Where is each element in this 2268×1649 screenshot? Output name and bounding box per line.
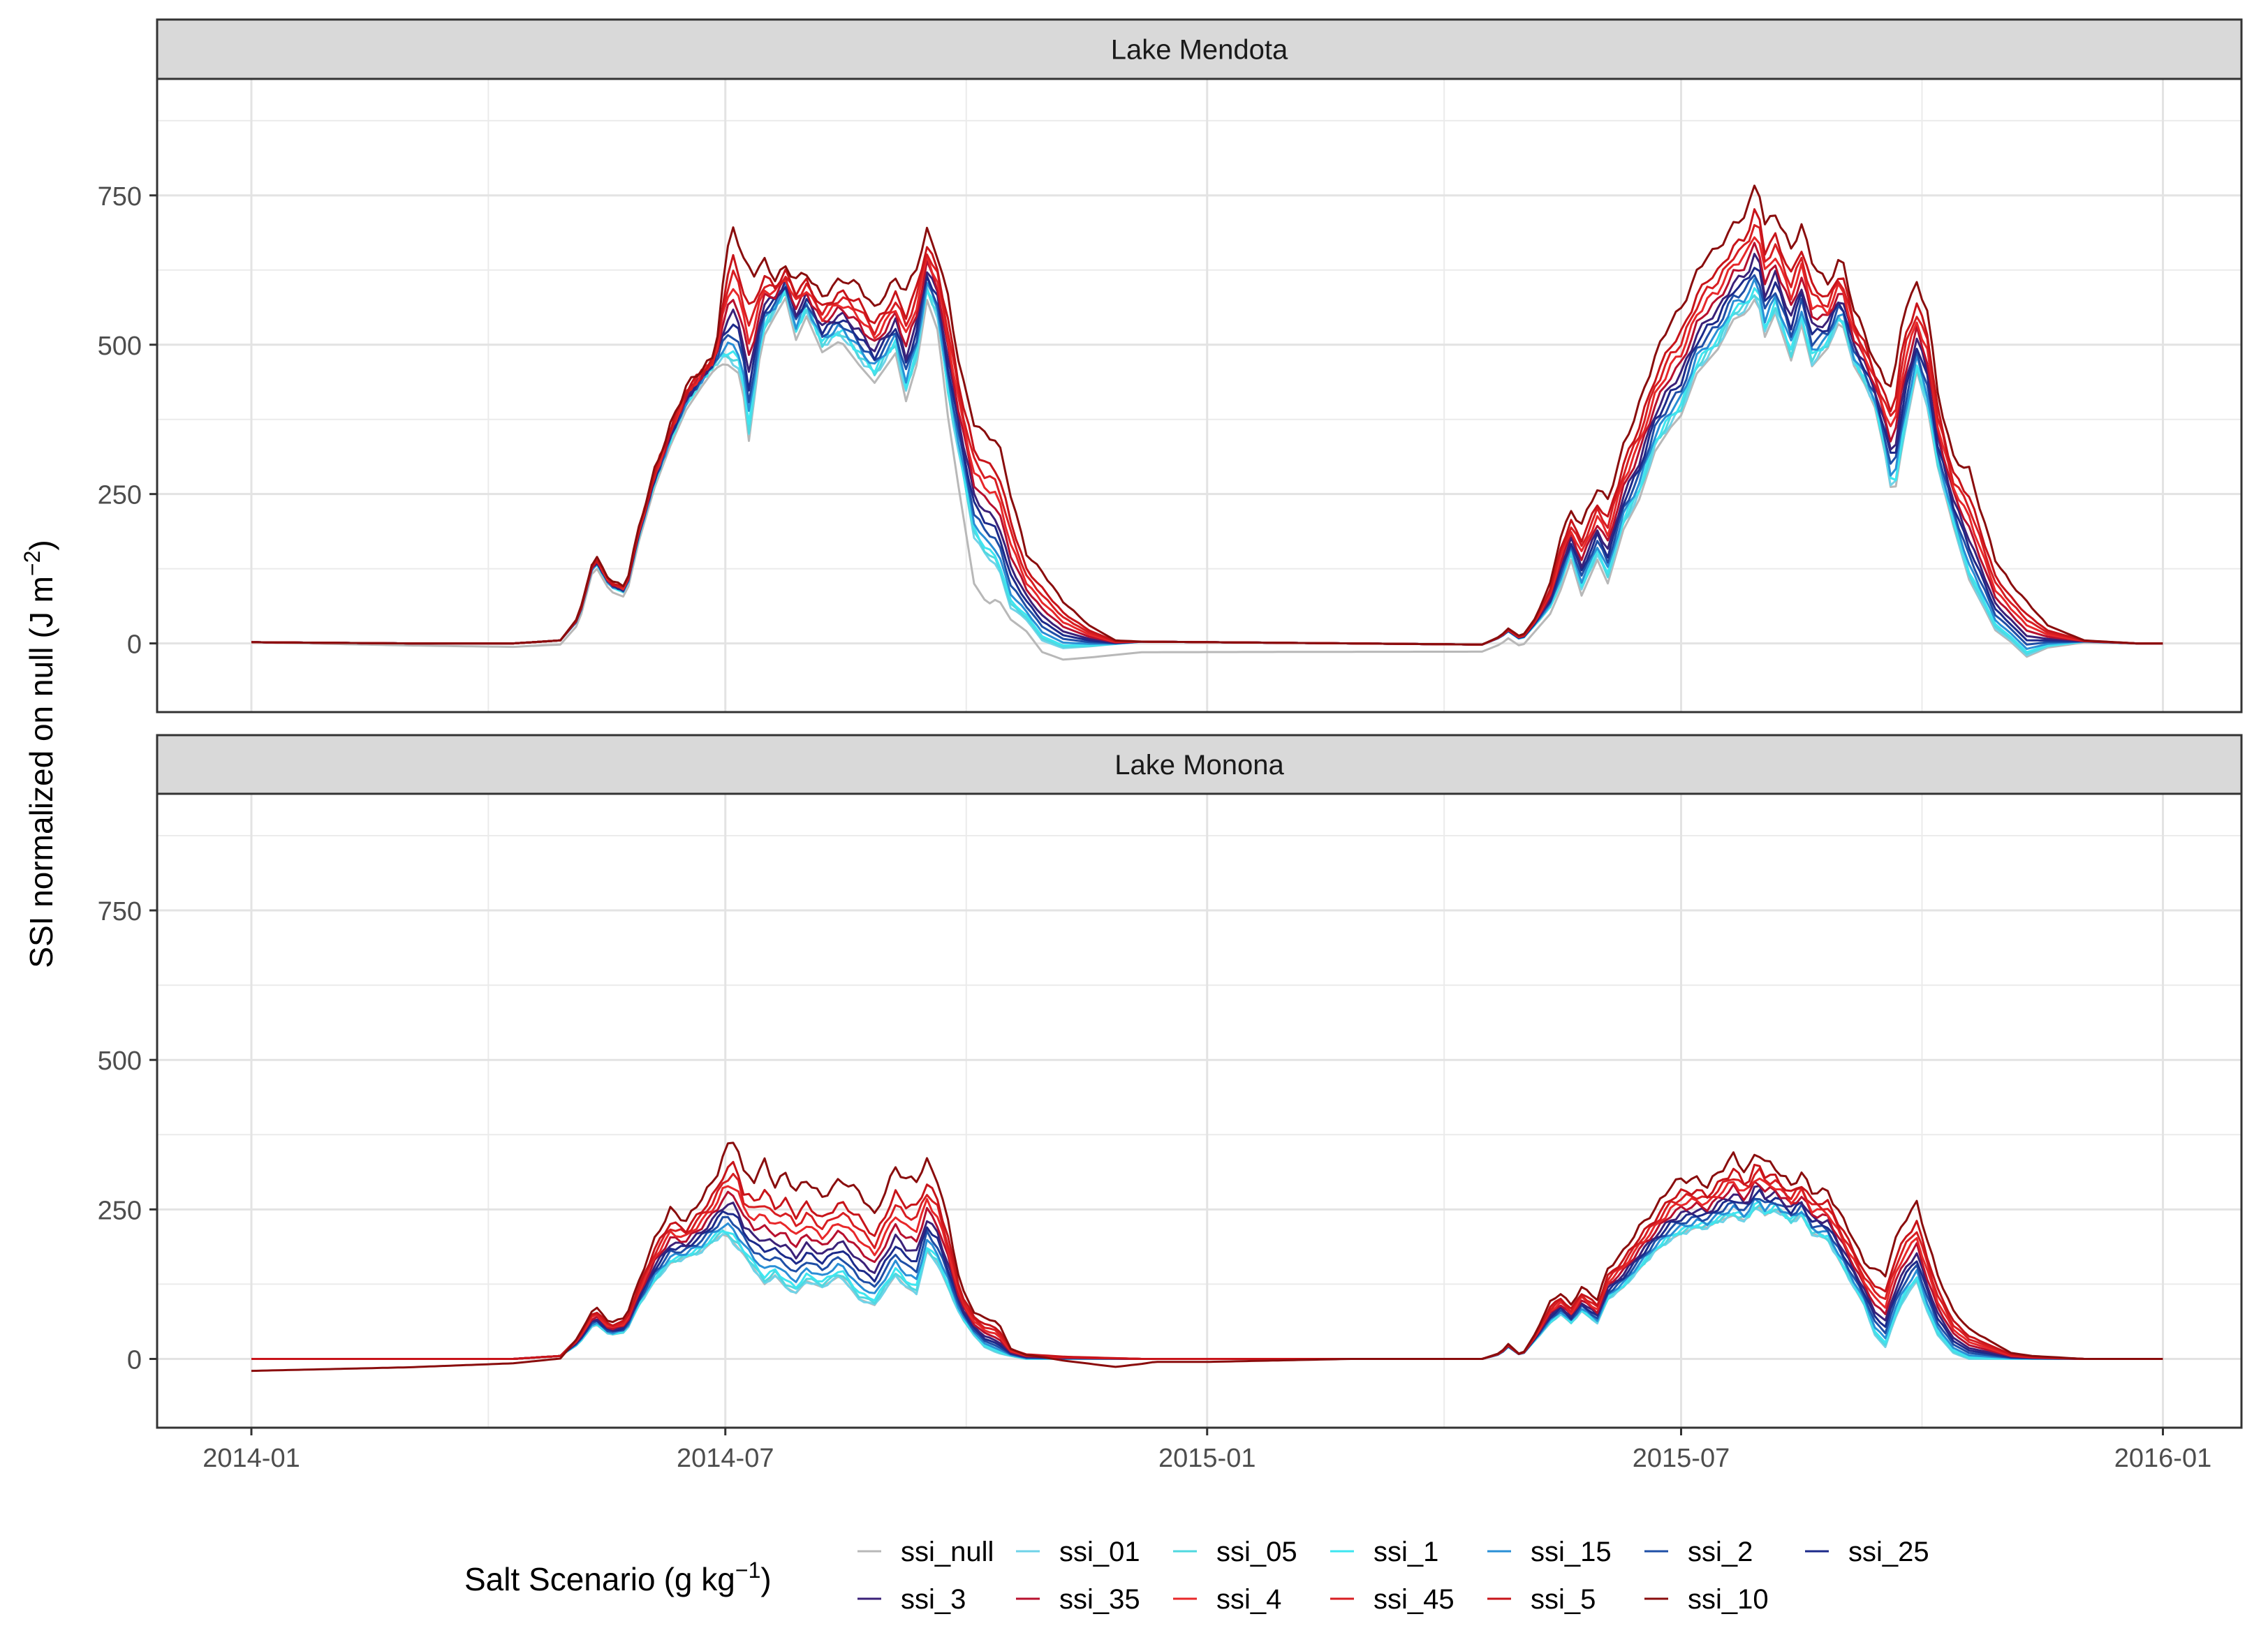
panel-1: Lake Monona 0 250 500 750 xyxy=(98,734,2243,1429)
legend-item-ssi_3: ssi_3 xyxy=(857,1584,966,1615)
facet-strip xyxy=(156,734,2243,795)
legend-label: ssi_4 xyxy=(1216,1584,1281,1615)
y-tick-label: 750 xyxy=(98,897,142,926)
x-tick-label: 2015-01 xyxy=(1158,1444,1256,1473)
legend-label: ssi_25 xyxy=(1848,1537,1929,1567)
legend-item-ssi_25: ssi_25 xyxy=(1805,1537,1929,1567)
y-axis-title: SSI normalized on null(J m−2) xyxy=(20,540,59,968)
legend-item-ssi_35: ssi_35 xyxy=(1016,1584,1140,1615)
x-axis-ticks: 2014-01 2014-07 2015-01 2015-07 2016-01 xyxy=(202,1428,2211,1473)
legend-title: Salt Scenario (g kg−1) xyxy=(464,1558,772,1597)
legend-label: ssi_15 xyxy=(1531,1537,1612,1567)
x-tick-label: 2014-01 xyxy=(202,1444,300,1473)
legend-label: ssi_10 xyxy=(1688,1584,1769,1615)
panel-0: Lake Mendota 0 250 500 750 xyxy=(98,18,2243,713)
panels-layer: Lake Mendota 0 250 500 750 Lake Monona 0 250 500… xyxy=(98,18,2243,1429)
y-tick-label: 500 xyxy=(98,332,142,361)
legend-label: ssi_05 xyxy=(1216,1537,1297,1567)
facet-title: Lake Monona xyxy=(1114,750,1284,781)
legend-item-ssi_2: ssi_2 xyxy=(1644,1537,1753,1567)
legend-item-ssi_10: ssi_10 xyxy=(1644,1584,1769,1615)
legend-label: ssi_1 xyxy=(1374,1537,1438,1567)
facet-title: Lake Mendota xyxy=(1111,35,1288,66)
panel-background xyxy=(157,79,2241,712)
x-tick-label: 2014-07 xyxy=(677,1444,774,1473)
legend-item-ssi_01: ssi_01 xyxy=(1016,1537,1140,1567)
legend-label: ssi_01 xyxy=(1059,1537,1140,1567)
x-tick-label: 2016-01 xyxy=(2114,1444,2211,1473)
y-axis-title-exponent: −2 xyxy=(20,551,45,576)
facet-strip xyxy=(156,18,2243,80)
y-tick-label: 0 xyxy=(127,630,142,660)
legend-label: ssi_2 xyxy=(1688,1537,1753,1567)
legend-label: ssi_5 xyxy=(1531,1584,1596,1615)
y-tick-label: 250 xyxy=(98,481,142,510)
legend-title-exponent: −1 xyxy=(735,1558,760,1583)
legend: Salt Scenario (g kg−1) ssi_null ssi_01 ssi_… xyxy=(464,1537,1929,1615)
y-tick-label: 250 xyxy=(98,1196,142,1225)
y-tick-label: 750 xyxy=(98,182,142,212)
legend-item-ssi_4: ssi_4 xyxy=(1173,1584,1281,1615)
legend-label: ssi_null xyxy=(901,1537,994,1567)
legend-item-ssi_1: ssi_1 xyxy=(1330,1537,1438,1567)
legend-item-ssi_45: ssi_45 xyxy=(1330,1584,1455,1615)
y-tick-label: 500 xyxy=(98,1047,142,1076)
series-line-ssi_10 xyxy=(251,184,2163,646)
legend-item-ssi_15: ssi_15 xyxy=(1487,1537,1612,1567)
panel-background xyxy=(157,794,2241,1428)
legend-label: ssi_45 xyxy=(1374,1584,1455,1615)
legend-item-ssi_5: ssi_5 xyxy=(1487,1584,1596,1615)
series-lines xyxy=(251,1141,2163,1373)
y-tick-label: 0 xyxy=(127,1345,142,1375)
series-lines xyxy=(251,184,2163,661)
legend-label: ssi_3 xyxy=(901,1584,966,1615)
legend-label: ssi_35 xyxy=(1059,1584,1140,1615)
legend-item-ssi_null: ssi_null xyxy=(857,1537,994,1567)
legend-items: ssi_null ssi_01 ssi_05 ssi_1 ssi_15 ssi_2 ssi_… xyxy=(857,1537,1929,1615)
series-line-ssi_10 xyxy=(251,1141,2163,1373)
legend-item-ssi_05: ssi_05 xyxy=(1173,1537,1297,1567)
x-tick-label: 2015-07 xyxy=(1633,1444,1730,1473)
